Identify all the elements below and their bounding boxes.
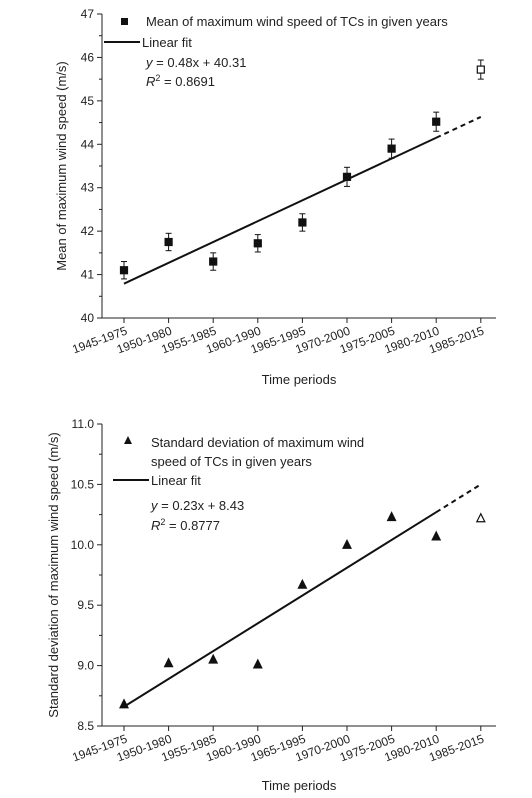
fit-line-solid [123, 511, 437, 708]
y-tick-label: 42 [81, 224, 95, 238]
data-point [342, 538, 352, 549]
y-tick-label: 9.0 [77, 659, 94, 673]
data-point [298, 218, 307, 227]
plot-area-1: 40414243444546471945-19751950-19801955-1… [54, 7, 496, 387]
data-point [164, 237, 173, 247]
data-point [208, 653, 219, 664]
fit-line-dashed [435, 483, 482, 514]
data-point [386, 511, 397, 522]
y-tick-label: 11.0 [72, 417, 95, 431]
fit-line-dashed [435, 116, 482, 139]
data-point [119, 266, 129, 275]
legend-marker-square [121, 18, 128, 25]
r2-rest: = 0.8777 [165, 518, 220, 533]
r2-rest: = 0.8691 [160, 74, 215, 89]
eq-rest: = 0.23x + 8.43 [158, 498, 245, 513]
fit-r2: R2 = 0.8691 [146, 73, 215, 89]
plot-area-2: 8.59.09.510.010.511.01945-19751950-19801… [46, 417, 496, 793]
y-tick-label: 10.0 [71, 538, 95, 552]
legend-fit-label: Linear fit [142, 35, 192, 50]
r2-sup: 2 [155, 73, 160, 83]
legend-series-label: Mean of maximum wind speed of TCs in giv… [146, 14, 448, 29]
y-tick-label: 47 [81, 7, 95, 21]
data-point [163, 657, 174, 668]
y-tick-label: 9.5 [77, 598, 94, 612]
data-point [387, 144, 396, 153]
data-point [342, 172, 352, 181]
eq-rest: = 0.48x + 40.31 [153, 55, 247, 70]
legend-series-label-line2: speed of TCs in given years [151, 454, 312, 469]
legend-2: Standard deviation of maximum wind speed… [113, 435, 364, 533]
legend-1: Mean of maximum wind speed of TCs in giv… [104, 14, 448, 89]
y-axis-title: Mean of maximum wind speed (m/s) [54, 61, 69, 271]
y-tick-label: 46 [81, 50, 95, 64]
fit-equation: y = 0.23x + 8.43 [150, 498, 244, 513]
data-point-hollow [476, 65, 485, 74]
x-axis-title: Time periods [262, 778, 337, 793]
r2-sup: 2 [160, 517, 165, 527]
eq-y-var: y [150, 498, 159, 513]
data-point-hollow [475, 512, 486, 523]
legend-fit-label: Linear fit [151, 473, 201, 488]
data-point [209, 257, 218, 266]
fit-r2: R2 = 0.8777 [151, 517, 220, 533]
y-axis-title: Standard deviation of maximum wind speed… [46, 432, 61, 717]
chart-mean-wind-speed: 40414243444546471945-19751950-19801955-1… [54, 7, 496, 387]
y-tick-label: 43 [81, 181, 95, 195]
data-point [253, 239, 262, 248]
data-point [252, 658, 263, 669]
legend-series-label-line1: Standard deviation of maximum wind [151, 435, 364, 450]
chart-stddev-wind-speed: 8.59.09.510.010.511.01945-19751950-19801… [46, 417, 496, 793]
y-tick-label: 40 [81, 311, 95, 325]
y-tick-label: 41 [81, 268, 95, 282]
legend-marker-triangle [124, 436, 132, 444]
y-tick-label: 45 [81, 94, 95, 108]
data-point [297, 578, 308, 589]
fit-equation: y = 0.48x + 40.31 [145, 55, 246, 70]
y-tick-label: 8.5 [77, 719, 94, 733]
fit-line-solid [123, 136, 437, 285]
data-point [431, 530, 442, 541]
data-point [119, 698, 129, 709]
y-tick-label: 44 [81, 137, 95, 151]
y-tick-label: 10.5 [71, 477, 95, 491]
r2-var: R [146, 74, 155, 89]
eq-y-var: y [145, 55, 154, 70]
r2-var: R [151, 518, 160, 533]
data-point [432, 117, 441, 126]
x-axis-title: Time periods [262, 372, 337, 387]
